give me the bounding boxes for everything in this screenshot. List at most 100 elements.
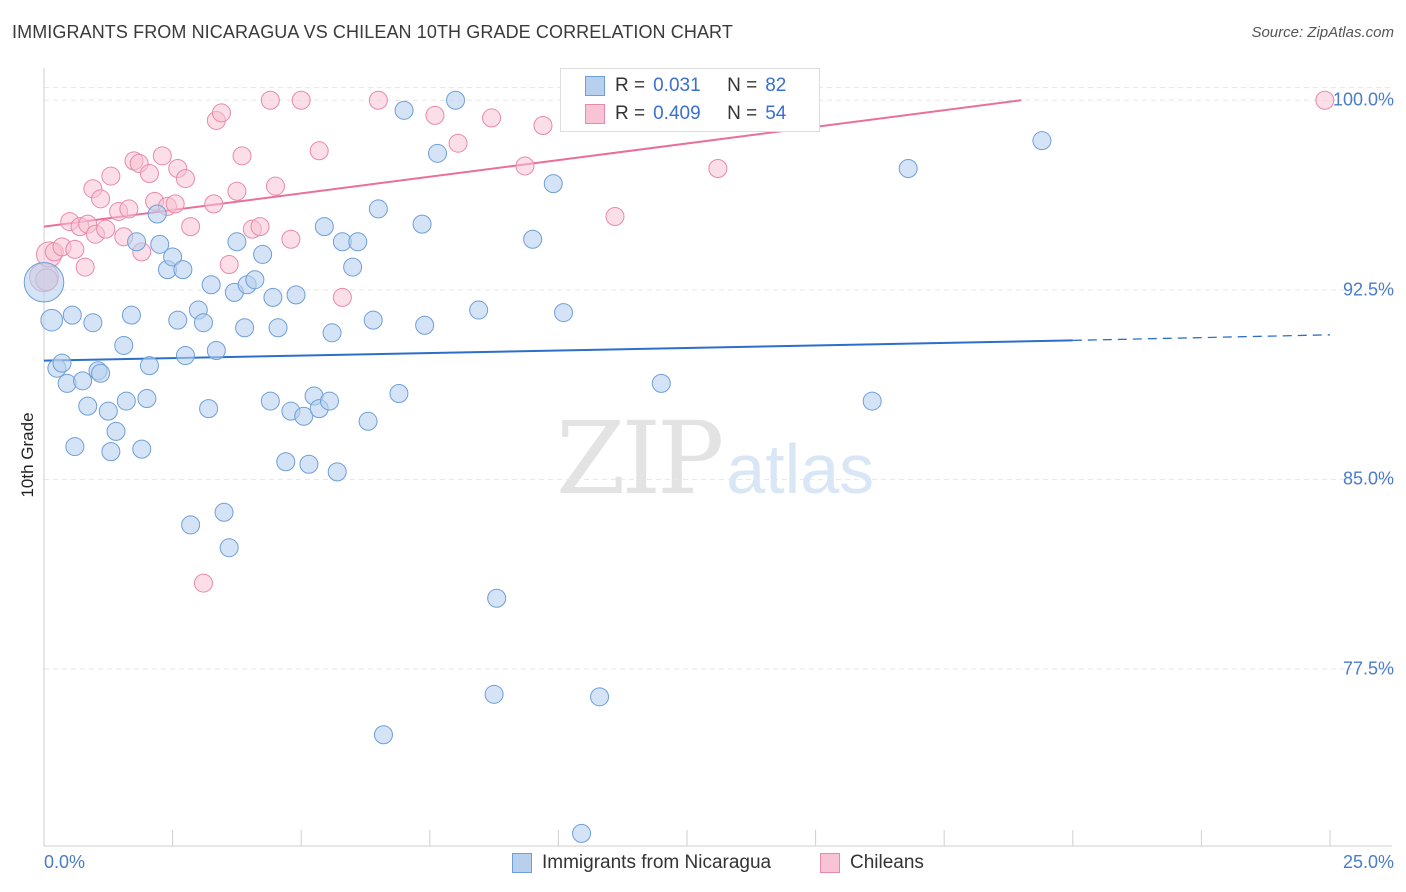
point-nicaragua bbox=[572, 823, 592, 843]
point-nicaragua bbox=[322, 323, 342, 343]
point-nicaragua bbox=[23, 261, 65, 303]
point-chileans bbox=[91, 189, 111, 209]
legend-item-nicaragua[interactable]: Immigrants from Nicaragua bbox=[512, 852, 771, 874]
point-nicaragua bbox=[199, 399, 219, 419]
point-chileans bbox=[219, 255, 239, 275]
point-nicaragua bbox=[132, 439, 152, 459]
point-nicaragua bbox=[73, 371, 93, 391]
point-chileans bbox=[515, 156, 535, 176]
point-nicaragua bbox=[554, 303, 574, 323]
watermark-zip: ZIP bbox=[556, 400, 724, 517]
point-nicaragua bbox=[1032, 131, 1052, 151]
watermark: ZIPatlas bbox=[556, 400, 874, 517]
n-value-chileans: 54 bbox=[765, 103, 787, 124]
point-chileans bbox=[75, 257, 95, 277]
point-chileans bbox=[181, 217, 201, 237]
point-nicaragua bbox=[147, 204, 167, 224]
point-nicaragua bbox=[201, 275, 221, 295]
axes bbox=[43, 68, 1392, 847]
point-nicaragua bbox=[214, 502, 234, 522]
point-nicaragua bbox=[181, 515, 201, 535]
point-nicaragua bbox=[487, 588, 507, 608]
legend-swatch-chileans bbox=[820, 853, 840, 873]
point-nicaragua bbox=[268, 318, 288, 338]
r-value-nicaragua: 0.031 bbox=[653, 75, 701, 96]
point-nicaragua bbox=[286, 285, 306, 305]
point-nicaragua bbox=[484, 684, 504, 704]
point-nicaragua bbox=[446, 90, 466, 110]
point-chileans bbox=[101, 166, 121, 186]
point-nicaragua bbox=[260, 391, 280, 411]
point-chileans bbox=[281, 229, 301, 249]
r-label: R = bbox=[615, 103, 646, 124]
point-nicaragua bbox=[227, 232, 247, 252]
point-nicaragua bbox=[314, 217, 334, 237]
point-chileans bbox=[708, 158, 728, 178]
point-chileans bbox=[65, 239, 85, 259]
point-nicaragua bbox=[428, 143, 448, 163]
point-nicaragua bbox=[137, 389, 157, 409]
point-nicaragua bbox=[543, 174, 563, 194]
point-nicaragua bbox=[368, 199, 388, 219]
point-chileans bbox=[482, 108, 502, 128]
point-nicaragua bbox=[101, 442, 121, 462]
point-chileans bbox=[425, 105, 445, 125]
point-chileans bbox=[309, 141, 329, 161]
trend-line-nicaragua bbox=[43, 339, 1073, 362]
r-value-chileans: 0.409 bbox=[653, 103, 701, 124]
point-chileans bbox=[533, 116, 553, 136]
point-chileans bbox=[332, 287, 352, 307]
point-nicaragua bbox=[348, 232, 368, 252]
point-chileans bbox=[204, 194, 224, 214]
point-nicaragua bbox=[294, 406, 314, 426]
stats-row-nicaragua: R = 0.031 N = 82 bbox=[585, 74, 786, 98]
point-nicaragua bbox=[168, 310, 188, 330]
point-chileans bbox=[448, 133, 468, 153]
legend-label-chileans: Chileans bbox=[850, 852, 924, 873]
legend-item-chileans[interactable]: Chileans bbox=[820, 852, 924, 874]
point-nicaragua bbox=[139, 356, 159, 376]
point-chileans bbox=[193, 573, 213, 593]
point-nicaragua bbox=[327, 462, 347, 482]
point-nicaragua bbox=[590, 687, 610, 707]
points-nicaragua bbox=[23, 90, 1052, 843]
r-label: R = bbox=[615, 75, 646, 96]
point-nicaragua bbox=[163, 247, 183, 267]
point-nicaragua bbox=[206, 341, 226, 361]
legend-swatch-nicaragua bbox=[512, 853, 532, 873]
point-chileans bbox=[605, 207, 625, 227]
watermark-atlas: atlas bbox=[726, 430, 875, 508]
swatch-chileans bbox=[585, 104, 605, 124]
point-nicaragua bbox=[193, 313, 213, 333]
point-nicaragua bbox=[173, 260, 193, 280]
point-chileans bbox=[175, 169, 195, 189]
swatch-nicaragua bbox=[585, 76, 605, 96]
point-nicaragua bbox=[83, 313, 103, 333]
point-chileans bbox=[139, 164, 159, 184]
n-label: N = bbox=[727, 75, 758, 96]
point-nicaragua bbox=[862, 391, 882, 411]
point-nicaragua bbox=[898, 158, 918, 178]
point-nicaragua bbox=[363, 310, 383, 330]
point-chileans bbox=[96, 219, 116, 239]
point-chileans bbox=[152, 146, 172, 166]
y-tick-100: 100.0% bbox=[1332, 89, 1394, 110]
point-chileans bbox=[165, 194, 185, 214]
point-nicaragua bbox=[412, 214, 432, 234]
n-value-nicaragua: 82 bbox=[765, 75, 787, 96]
point-chileans bbox=[232, 146, 252, 166]
point-chileans bbox=[368, 90, 388, 110]
point-nicaragua bbox=[219, 538, 239, 558]
point-nicaragua bbox=[62, 305, 82, 325]
point-chileans bbox=[119, 199, 139, 219]
point-nicaragua bbox=[253, 244, 273, 264]
point-chileans bbox=[227, 181, 247, 201]
legend-label-nicaragua: Immigrants from Nicaragua bbox=[542, 852, 772, 873]
point-nicaragua bbox=[40, 308, 64, 332]
x-tick-max: 25.0% bbox=[1342, 852, 1394, 872]
point-nicaragua bbox=[114, 335, 134, 355]
point-nicaragua bbox=[299, 454, 319, 474]
point-nicaragua bbox=[415, 315, 435, 335]
point-nicaragua bbox=[319, 391, 339, 411]
